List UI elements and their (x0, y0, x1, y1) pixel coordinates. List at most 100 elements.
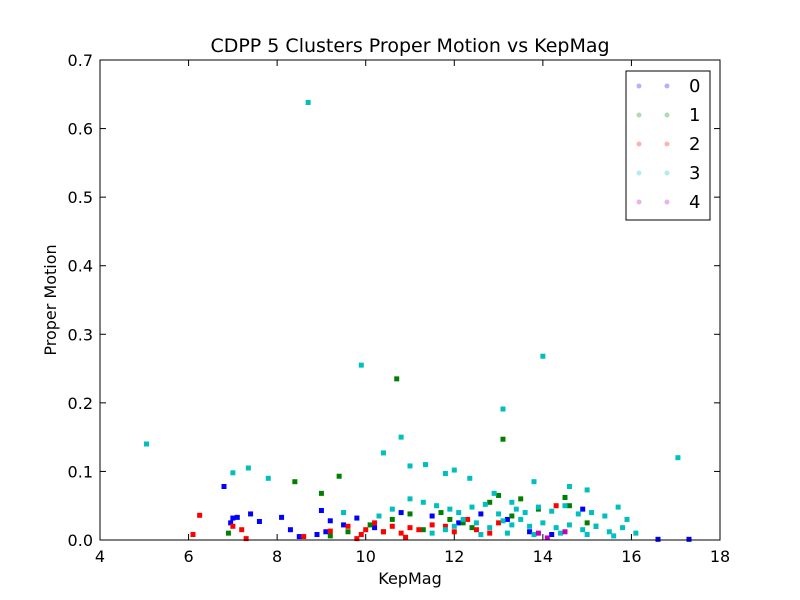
legend-label: 0 (689, 76, 700, 97)
point-3-31 (496, 511, 502, 517)
point-3-58 (429, 530, 435, 536)
point-2-19 (465, 516, 471, 522)
point-2-3 (239, 527, 245, 533)
legend: 0 1 2 3 4 (625, 70, 711, 221)
point-1-19 (327, 533, 333, 539)
legend-label: 2 (689, 134, 700, 155)
point-1-24 (584, 520, 590, 526)
point-2-9 (363, 527, 369, 533)
point-3-57 (620, 525, 626, 531)
point-3-55 (593, 523, 599, 529)
plot-frame (99, 59, 721, 541)
x-tick-label: 10 (356, 547, 376, 566)
point-1-15 (518, 496, 524, 502)
point-2-10 (372, 520, 378, 526)
point-0-18 (504, 516, 510, 522)
point-3-12 (467, 475, 473, 481)
point-1-17 (562, 494, 568, 500)
point-2-6 (327, 528, 333, 534)
y-tick-label: 0.4 (68, 257, 93, 276)
point-3-14 (540, 353, 546, 359)
point-3-3 (245, 465, 251, 471)
point-3-65 (611, 533, 617, 539)
legend-entry-1: 1 (636, 105, 700, 126)
point-1-21 (447, 516, 453, 522)
point-0-7 (287, 527, 293, 533)
series-3 (144, 100, 681, 539)
legend-marker (636, 112, 642, 118)
x-tick-label: 6 (183, 547, 193, 566)
point-1-14 (496, 492, 502, 498)
point-2-18 (451, 529, 457, 535)
point-2-24 (354, 536, 360, 542)
point-2-14 (407, 525, 413, 531)
point-3-35 (549, 508, 555, 514)
point-3-13 (500, 406, 506, 412)
point-3-60 (478, 532, 484, 538)
legend-entry-4: 4 (636, 192, 700, 213)
point-3-51 (540, 520, 546, 526)
point-2-5 (301, 534, 307, 540)
point-1-10 (420, 527, 426, 533)
point-0-12 (354, 515, 360, 521)
point-3-23 (389, 506, 395, 512)
point-3-27 (447, 506, 453, 512)
legend-entry-2: 2 (636, 134, 700, 155)
point-3-17 (509, 499, 515, 505)
legend-marker (664, 199, 670, 205)
series-2 (190, 503, 559, 542)
legend-entry-0: 0 (636, 76, 700, 97)
point-3-16 (491, 490, 497, 496)
point-1-1 (292, 479, 298, 485)
point-2-17 (442, 523, 448, 529)
point-3-30 (482, 501, 488, 507)
point-0-13 (372, 525, 378, 531)
point-3-46 (487, 525, 493, 531)
point-1-12 (460, 520, 466, 526)
series-0 (221, 484, 692, 542)
point-3-47 (500, 518, 506, 524)
legend-marker (664, 141, 670, 147)
point-2-4 (243, 536, 249, 542)
point-0-14 (398, 510, 404, 516)
point-3-18 (566, 484, 572, 490)
point-1-18 (566, 503, 572, 509)
point-4-1 (544, 535, 550, 541)
point-2-20 (473, 527, 479, 533)
point-3-28 (456, 510, 462, 516)
legend-marker (636, 83, 642, 89)
x-tick-label: 12 (444, 547, 464, 566)
y-tick-label: 0.3 (68, 325, 93, 344)
point-3-63 (558, 530, 564, 536)
point-2-15 (416, 527, 422, 533)
axis-ticks: 4 6 8 10 12 14 16 180.00.10.20.30.40.50.60.7 (68, 51, 731, 566)
y-tick-label: 0.7 (68, 51, 93, 70)
legend-marker (636, 170, 642, 176)
point-1-22 (469, 525, 475, 531)
point-0-23 (655, 536, 661, 542)
point-0-9 (318, 508, 324, 514)
x-tick-label: 8 (272, 547, 282, 566)
legend-marker (664, 112, 670, 118)
point-2-23 (553, 503, 559, 509)
point-0-10 (327, 518, 333, 524)
point-3-22 (376, 513, 382, 519)
legend-marker (636, 141, 642, 147)
legend-label: 4 (689, 192, 700, 213)
point-2-2 (230, 523, 236, 529)
point-3-62 (531, 532, 537, 538)
legend-marker (636, 199, 642, 205)
point-4-0 (535, 530, 541, 536)
point-1-3 (336, 473, 342, 479)
point-3-52 (553, 525, 559, 531)
point-3-5 (358, 362, 364, 368)
point-1-13 (487, 499, 493, 505)
point-3-2 (230, 470, 236, 476)
point-0-8 (296, 534, 302, 540)
point-0-21 (580, 506, 586, 512)
point-0-16 (456, 520, 462, 526)
point-2-11 (380, 529, 386, 535)
point-0-2 (234, 514, 240, 520)
series-4 (535, 529, 568, 541)
